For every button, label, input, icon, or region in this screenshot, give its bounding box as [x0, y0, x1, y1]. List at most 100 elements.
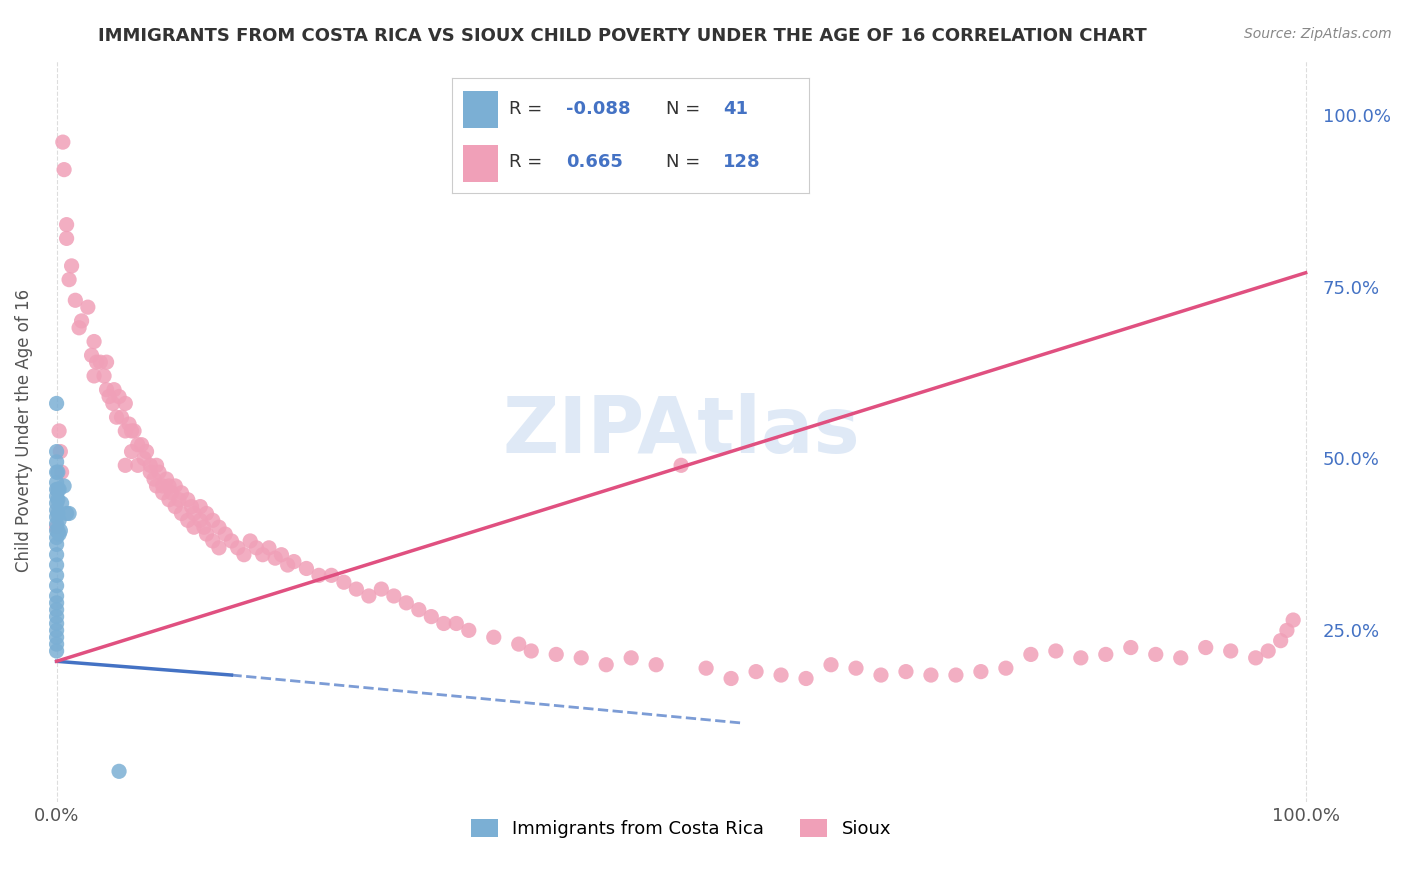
Point — [183, 520, 205, 534]
Point — [193, 520, 215, 534]
Point — [1282, 613, 1305, 627]
Point — [132, 451, 155, 466]
Point — [45, 531, 67, 545]
Point — [569, 651, 592, 665]
Point — [195, 527, 218, 541]
Point — [45, 483, 67, 497]
Point — [105, 410, 128, 425]
Point — [45, 644, 67, 658]
Point — [152, 485, 174, 500]
Point — [55, 218, 77, 232]
Point — [180, 500, 202, 514]
Point — [148, 465, 170, 479]
Point — [1119, 640, 1142, 655]
Text: IMMIGRANTS FROM COSTA RICA VS SIOUX CHILD POVERTY UNDER THE AGE OF 16 CORRELATIO: IMMIGRANTS FROM COSTA RICA VS SIOUX CHIL… — [98, 27, 1147, 45]
Point — [845, 661, 868, 675]
Point — [165, 500, 187, 514]
Point — [55, 507, 77, 521]
Point — [45, 524, 67, 538]
Point — [188, 500, 211, 514]
Point — [1195, 640, 1218, 655]
Point — [1244, 651, 1267, 665]
Point — [277, 558, 299, 572]
Point — [58, 273, 80, 287]
Point — [98, 390, 121, 404]
Point — [344, 582, 367, 596]
Point — [457, 624, 479, 638]
Point — [118, 417, 141, 431]
Point — [720, 672, 742, 686]
Point — [80, 348, 103, 362]
Point — [221, 533, 243, 548]
Point — [45, 503, 67, 517]
Point — [382, 589, 405, 603]
Point — [1270, 633, 1292, 648]
Point — [152, 479, 174, 493]
Point — [55, 231, 77, 245]
Point — [45, 637, 67, 651]
Point — [45, 548, 67, 562]
Point — [45, 516, 67, 531]
Point — [994, 661, 1017, 675]
Legend: Immigrants from Costa Rica, Sioux: Immigrants from Costa Rica, Sioux — [464, 812, 898, 846]
Point — [45, 475, 67, 490]
Point — [48, 513, 70, 527]
Point — [264, 551, 287, 566]
Point — [620, 651, 643, 665]
Point — [1070, 651, 1092, 665]
Point — [1170, 651, 1192, 665]
Point — [167, 492, 190, 507]
Point — [170, 507, 193, 521]
Point — [45, 396, 67, 410]
Point — [45, 568, 67, 582]
Point — [46, 465, 69, 479]
Text: Source: ZipAtlas.com: Source: ZipAtlas.com — [1244, 27, 1392, 41]
Point — [45, 489, 67, 503]
Point — [121, 444, 143, 458]
Point — [257, 541, 280, 555]
Point — [114, 396, 136, 410]
Point — [970, 665, 993, 679]
Point — [770, 668, 793, 682]
Point — [945, 668, 967, 682]
Point — [157, 492, 180, 507]
Point — [65, 293, 87, 308]
Point — [1257, 644, 1279, 658]
Point — [245, 541, 267, 555]
Point — [45, 603, 67, 617]
Point — [53, 162, 76, 177]
Point — [53, 479, 76, 493]
Point — [45, 616, 67, 631]
Text: ZIPAtlas: ZIPAtlas — [502, 393, 860, 469]
Point — [101, 396, 124, 410]
Point — [76, 300, 98, 314]
Point — [446, 616, 468, 631]
Point — [45, 509, 67, 524]
Point — [103, 383, 125, 397]
Point — [645, 657, 668, 672]
Point — [58, 507, 80, 521]
Point — [45, 558, 67, 572]
Point — [46, 524, 69, 538]
Point — [51, 465, 73, 479]
Point — [46, 507, 69, 521]
Point — [121, 424, 143, 438]
Point — [308, 568, 330, 582]
Point — [894, 665, 917, 679]
Point — [89, 355, 111, 369]
Point — [395, 596, 418, 610]
Point — [127, 458, 149, 473]
Point — [1019, 648, 1042, 662]
Point — [408, 603, 430, 617]
Point — [51, 496, 73, 510]
Point — [188, 513, 211, 527]
Point — [122, 424, 145, 438]
Point — [45, 609, 67, 624]
Point — [45, 630, 67, 644]
Point — [201, 513, 224, 527]
Point — [70, 314, 93, 328]
Point — [86, 355, 108, 369]
Point — [131, 438, 153, 452]
Point — [45, 579, 67, 593]
Point — [45, 596, 67, 610]
